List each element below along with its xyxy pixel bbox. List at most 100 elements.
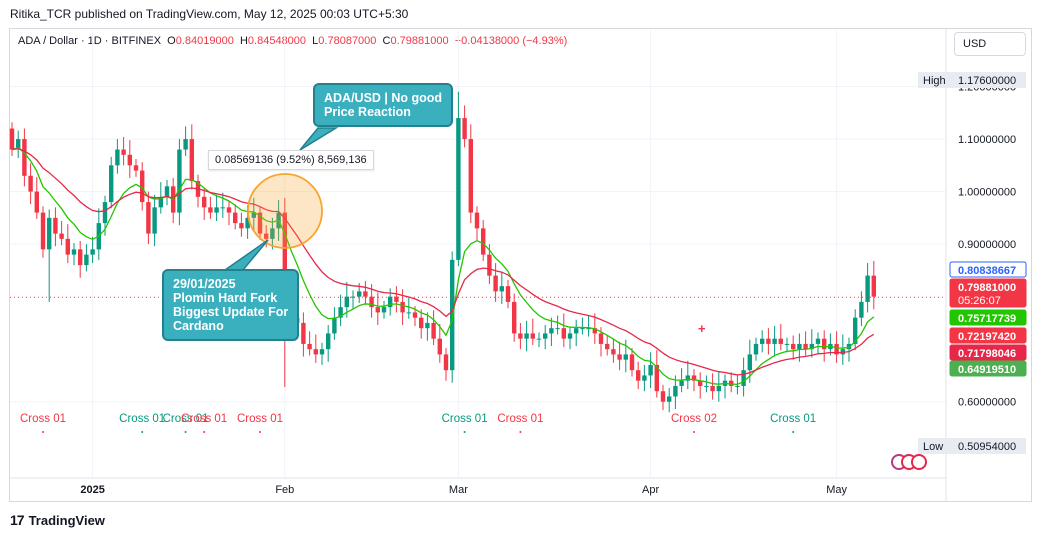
candle-body: [561, 328, 566, 339]
price-label-box: [949, 261, 1027, 278]
candle: [691, 369, 697, 392]
candle-body: [760, 338, 765, 344]
candle: [319, 342, 325, 365]
candle-body: [338, 307, 343, 318]
price-label-value: 0.64919510: [958, 364, 1016, 376]
candle-body: [530, 333, 535, 339]
high-marker-label: High: [923, 75, 946, 87]
candle-body: [685, 375, 690, 381]
tradingview-brand[interactable]: 17 TradingView: [10, 512, 105, 528]
candle-body: [109, 165, 114, 203]
candle-body: [673, 385, 678, 397]
candle-body: [698, 380, 703, 386]
candle-body: [9, 128, 15, 150]
candle-body: [394, 296, 399, 302]
candle-body: [140, 170, 145, 203]
signal-marker-dot: [519, 431, 522, 433]
y-tick-label: 1.00000000: [958, 187, 1016, 199]
candle: [468, 124, 473, 224]
candle-body: [127, 154, 132, 166]
candle: [47, 209, 52, 302]
candle: [437, 323, 442, 363]
candle-body: [865, 275, 870, 302]
signal-marker-dot: [792, 431, 795, 433]
candle: [133, 159, 139, 177]
crosshair-marker: +: [698, 321, 706, 336]
candle: [239, 212, 244, 237]
candle-body: [102, 202, 108, 224]
candle-body: [406, 312, 411, 314]
price-label-value: 0.75717739: [958, 313, 1016, 325]
low-label: L: [312, 35, 319, 47]
candle: [233, 204, 238, 230]
candle: [140, 162, 145, 211]
close-value: 0.79881000: [390, 35, 449, 47]
candle: [636, 361, 641, 390]
candle: [530, 318, 535, 345]
candle: [741, 357, 746, 397]
candle: [555, 315, 560, 335]
candle: [865, 263, 870, 313]
candle: [381, 300, 387, 319]
signal-marker-dot: [184, 431, 187, 433]
candle: [784, 337, 790, 353]
candle-body: [691, 375, 697, 381]
candle-body: [704, 385, 709, 387]
candle: [859, 291, 864, 327]
candle-body: [220, 207, 225, 209]
candle-body: [679, 380, 684, 386]
candle: [561, 313, 566, 348]
candle: [394, 286, 399, 313]
candle-body: [660, 391, 666, 402]
candle-body: [474, 212, 480, 229]
candle: [753, 337, 759, 361]
candle-body: [357, 291, 362, 297]
candle-body: [375, 307, 380, 313]
candle-body: [53, 217, 58, 234]
candle: [257, 206, 263, 240]
candle-body: [803, 343, 808, 350]
candle-body: [524, 333, 529, 339]
candle: [375, 292, 380, 326]
candle-body: [654, 364, 659, 392]
candle: [871, 260, 876, 310]
candle: [332, 307, 337, 340]
candle: [71, 243, 77, 266]
candle-body: [549, 328, 554, 334]
low-marker-label: Low: [923, 441, 943, 453]
candle-body: [574, 328, 579, 334]
x-tick-label: May: [826, 484, 847, 496]
candle: [629, 348, 635, 377]
candle-body: [815, 338, 821, 344]
symbol-label[interactable]: ADA / Dollar · 1D · BITFINEX: [18, 35, 162, 47]
y-tick-label: 0.90000000: [958, 239, 1016, 251]
candle-body: [667, 396, 672, 402]
candle-body: [84, 254, 89, 266]
candle-body: [313, 349, 318, 355]
candle-body: [332, 317, 337, 334]
candle: [567, 327, 573, 350]
candle-body: [605, 343, 610, 350]
high-label: H: [239, 35, 248, 47]
candle: [214, 194, 219, 221]
candle: [270, 217, 275, 250]
candle-body: [319, 349, 325, 355]
signal-label: Cross 01: [20, 413, 66, 425]
candle-body: [183, 139, 188, 150]
candle: [803, 331, 808, 356]
candle-body: [512, 301, 517, 334]
x-tick-label: 2025: [80, 484, 104, 496]
candle: [363, 280, 368, 306]
candle: [512, 293, 517, 342]
candle: [109, 156, 114, 209]
candle: [152, 194, 157, 247]
candle: [338, 294, 343, 327]
candle-body: [735, 385, 740, 387]
candle: [834, 331, 839, 363]
price-label-box: [949, 327, 1027, 344]
currency-button[interactable]: USD: [954, 32, 1026, 56]
candle: [772, 326, 777, 357]
candle-body: [239, 223, 244, 229]
candle: [698, 372, 703, 399]
